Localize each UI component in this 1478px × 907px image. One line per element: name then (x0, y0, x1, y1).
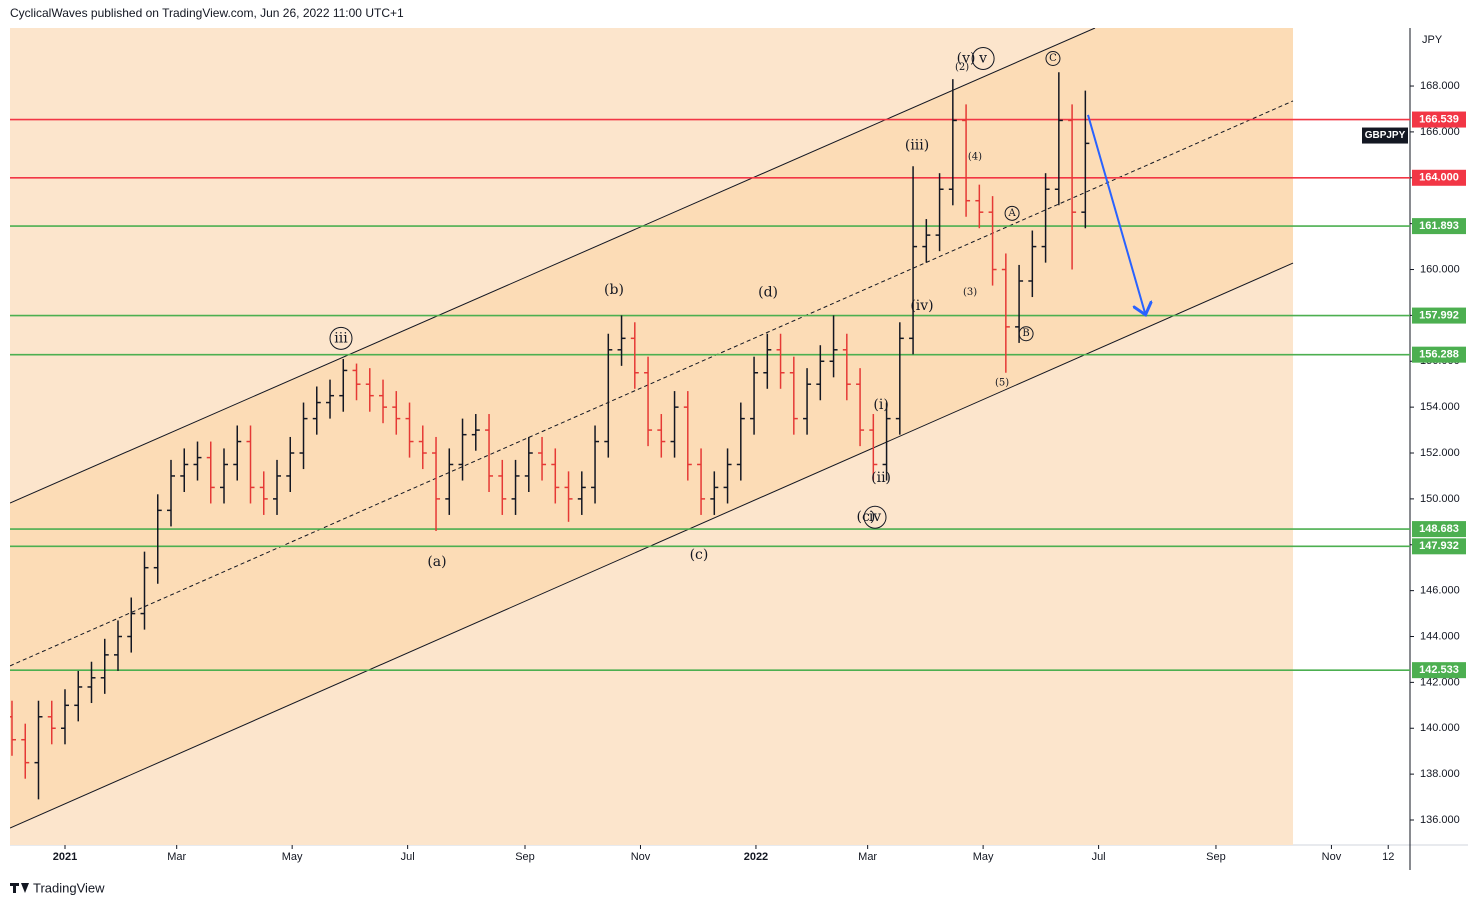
x-tick-label: Jul (401, 851, 415, 863)
x-tick-label: 2021 (53, 851, 77, 863)
wave-label: (5) (995, 378, 1009, 389)
footer: TradingView (33, 880, 105, 895)
wave-circle (1004, 205, 1020, 221)
symbol: GBPJPY (1365, 130, 1406, 141)
level-badge (1412, 662, 1466, 679)
x-tick-label: Mar (858, 851, 877, 863)
wave-label: (b) (604, 282, 624, 298)
y-tick-label: 160.000 (1420, 263, 1460, 275)
level-label: 157.992 (1419, 309, 1459, 321)
y-tick-label: 144.000 (1420, 630, 1460, 642)
wave-circle (971, 47, 995, 71)
y-tick-label: 136.000 (1420, 814, 1460, 826)
x-tick-label: Jul (1092, 851, 1106, 863)
header: CyclicalWaves published on TradingView.c… (10, 6, 404, 20)
level-label: 142.533 (1419, 664, 1459, 676)
forecast-arrow (1087, 114, 1145, 313)
wave-label: B (1022, 328, 1029, 339)
level-label: 166.539 (1419, 113, 1459, 125)
level-badge (1412, 538, 1466, 555)
wave-label: (c) (690, 547, 709, 563)
wave-label: (3) (963, 287, 977, 298)
level-label: 147.932 (1419, 540, 1459, 552)
level-badge (1412, 521, 1466, 538)
wave-label: v (978, 51, 987, 67)
x-tick-label: May (973, 851, 994, 863)
x-tick-label: 12 (1382, 851, 1394, 863)
x-tick-label: Nov (1322, 851, 1342, 863)
level-badge (1412, 346, 1466, 363)
wave-label: (iv) (910, 298, 933, 314)
x-tick-label: Nov (631, 851, 651, 863)
wave-label: iii (334, 330, 348, 346)
wave-label: iv (869, 509, 881, 525)
footer-logo (10, 883, 29, 893)
wave-label: (d) (758, 284, 778, 300)
x-tick-label: Sep (515, 851, 535, 863)
y-tick-label: 142.000 (1420, 676, 1460, 688)
plot: iii(b) (d)(a) (c)(iii)(iv)(i)(ii)(c)iv(2)(… (10, 28, 1410, 845)
x-tick-label: May (282, 851, 303, 863)
x-tick-label: 2022 (744, 851, 768, 863)
level-label: 156.288 (1419, 349, 1459, 361)
symbol-badge (1362, 127, 1408, 144)
channel-fill (10, 28, 1294, 829)
wave-label: (a) (427, 554, 446, 570)
y-tick-label: 146.000 (1420, 585, 1460, 597)
y-tick-label: 168.000 (1420, 80, 1460, 92)
wave-circle (1045, 51, 1061, 67)
level-badge (1412, 218, 1466, 235)
wave-label: (ii) (871, 470, 891, 486)
y-tick-label: 166.000 (1420, 126, 1460, 138)
level-label: 164.000 (1419, 172, 1459, 184)
y-tick-label: 140.000 (1420, 722, 1460, 734)
level-badge (1412, 307, 1466, 324)
y-tick-label: 150.000 (1420, 493, 1460, 505)
y-tick-label: 152.000 (1420, 447, 1460, 459)
y-tick-label: 138.000 (1420, 768, 1460, 780)
wave-label: (2) (955, 62, 969, 73)
wave-label: A (1007, 208, 1016, 219)
wave-circle (329, 326, 353, 350)
trendline (10, 100, 1294, 667)
wave-label: (4) (968, 152, 982, 163)
currency: JPY (1422, 34, 1443, 46)
overlay: 136.000 138.000 140.000 142.000 144.000 146.0… (53, 80, 1466, 863)
wave-circle (863, 505, 887, 529)
wave-label: (v) (957, 51, 976, 67)
wave-label: C (1049, 53, 1057, 64)
trendline (10, 28, 1096, 504)
wave-label: (i) (873, 397, 888, 413)
level-badge (1412, 169, 1466, 186)
wave-circle (1018, 326, 1034, 342)
wave-label: (iii) (905, 138, 929, 154)
level-badge (1412, 111, 1466, 128)
level-label: 148.683 (1419, 523, 1459, 535)
x-tick-label: Mar (167, 851, 186, 863)
wave-label: (c) (857, 509, 876, 525)
x-tick-label: Sep (1206, 851, 1226, 863)
level-label: 161.893 (1419, 220, 1459, 232)
y-tick-label: 154.000 (1420, 401, 1460, 413)
